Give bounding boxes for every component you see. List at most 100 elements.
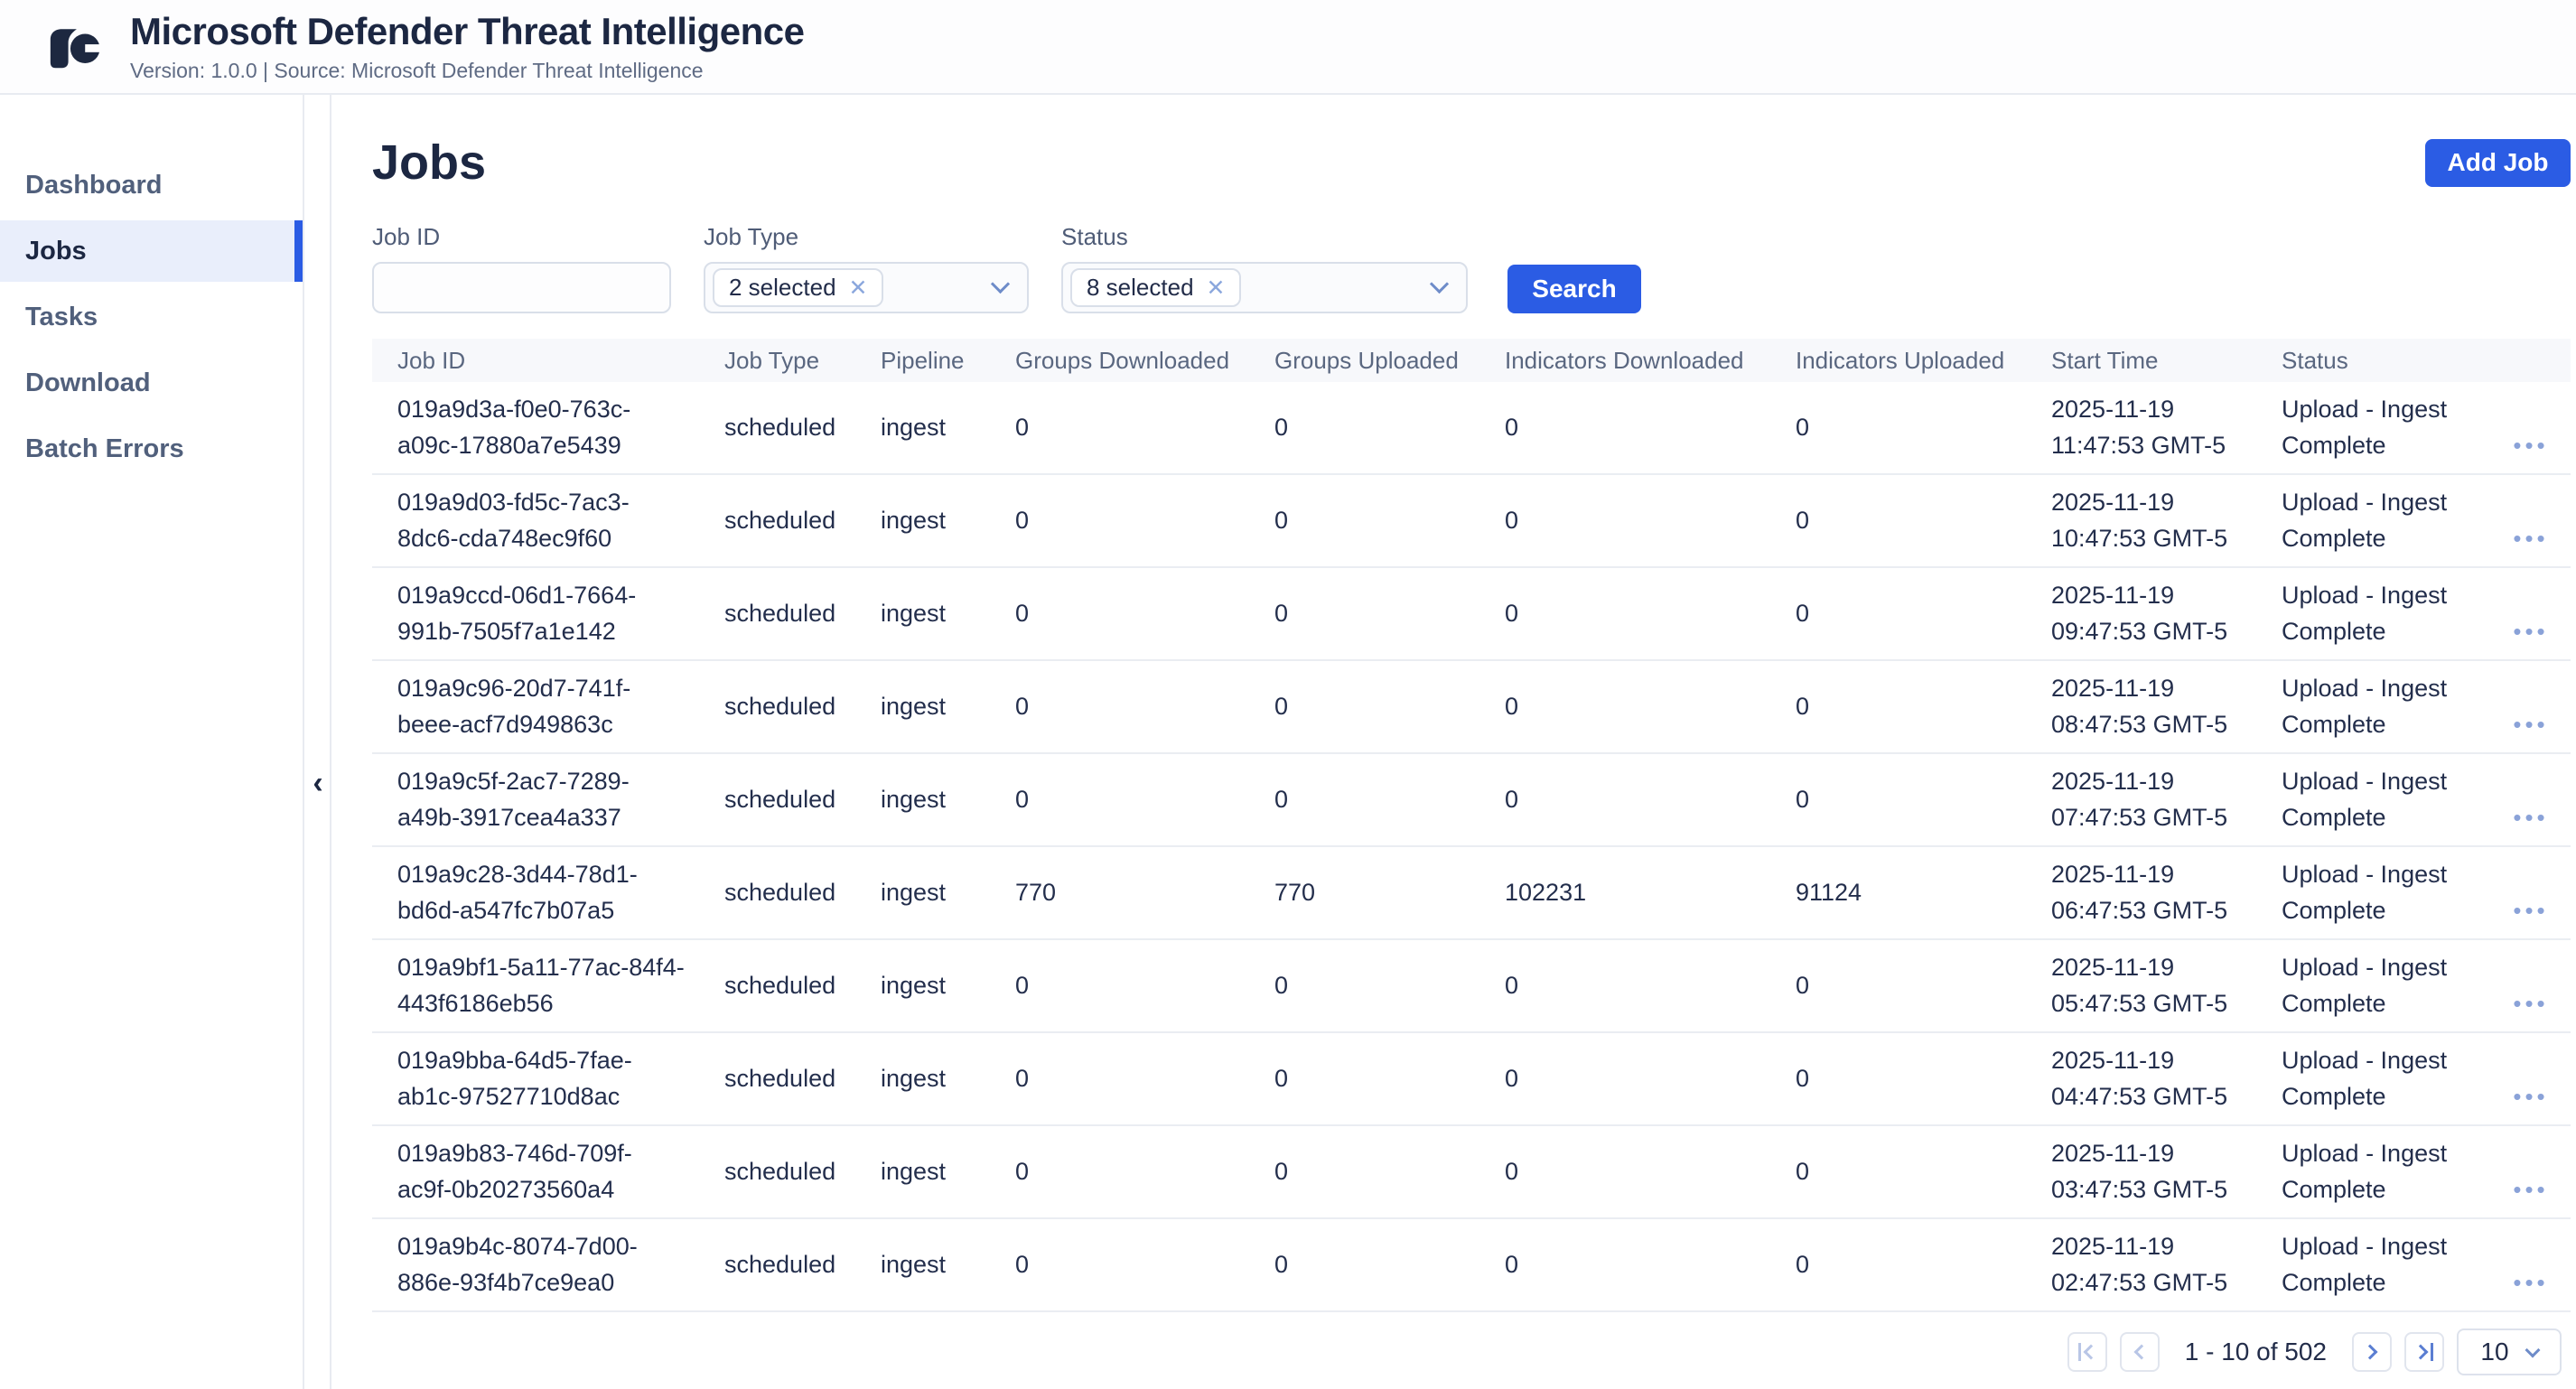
row-actions-ellipsis-icon[interactable]: ••• — [2513, 710, 2549, 738]
indicators-uploaded-cell: 0 — [1796, 1064, 1810, 1092]
pipeline-cell: ingest — [881, 599, 947, 627]
row-actions-ellipsis-icon[interactable]: ••• — [2513, 896, 2549, 924]
row-actions-ellipsis-icon[interactable]: ••• — [2513, 1082, 2549, 1110]
status-cell: Upload - Ingest Complete — [2282, 396, 2448, 459]
start-time-cell: 2025-11-19 06:47:53 GMT-5 — [2051, 861, 2228, 924]
sidebar-item-tasks[interactable]: Tasks — [0, 286, 303, 348]
add-job-button[interactable]: Add Job — [2425, 138, 2571, 187]
first-page-button[interactable] — [2067, 1332, 2107, 1372]
chevron-down-icon — [1429, 274, 1450, 294]
start-time-cell: 2025-11-19 08:47:53 GMT-5 — [2051, 675, 2228, 738]
groups-downloaded-cell: 0 — [1015, 971, 1030, 999]
indicators-uploaded-cell: 0 — [1796, 1157, 1810, 1185]
indicators-uploaded-cell: 0 — [1796, 413, 1810, 441]
col-header-groups-uploaded: Groups Uploaded — [1274, 346, 1459, 374]
status-cell: Upload - Ingest Complete — [2282, 675, 2448, 738]
start-time-cell: 2025-11-19 07:47:53 GMT-5 — [2051, 768, 2228, 831]
job-type-select[interactable]: 2 selected ✕ — [704, 262, 1029, 313]
app-header: Microsoft Defender Threat Intelligence V… — [0, 0, 2576, 95]
groups-uploaded-cell: 0 — [1274, 1157, 1289, 1185]
status-select[interactable]: 8 selected ✕ — [1061, 262, 1468, 313]
job-type-cell: scheduled — [724, 1064, 836, 1092]
indicators-uploaded-cell: 91124 — [1796, 878, 1862, 906]
col-header-pipeline: Pipeline — [881, 346, 965, 374]
job-type-cell: scheduled — [724, 692, 836, 720]
sidebar-item-download[interactable]: Download — [0, 352, 303, 414]
job-id-input[interactable] — [372, 262, 671, 313]
chevron-down-icon — [990, 274, 1011, 294]
job-id-cell: 019a9d03-fd5c-7ac3- 8dc6-cda748ec9f60 — [397, 489, 630, 552]
last-page-button[interactable] — [2404, 1332, 2444, 1372]
status-cell: Upload - Ingest Complete — [2282, 954, 2448, 1017]
job-id-cell: 019a9bf1-5a11-77ac-84f4- 443f6186eb56 — [397, 954, 685, 1017]
indicators-downloaded-cell: 0 — [1505, 1250, 1519, 1278]
job-id-cell: 019a9bba-64d5-7fae- ab1c-97527710d8ac — [397, 1047, 632, 1110]
job-type-cell: scheduled — [724, 971, 836, 999]
groups-downloaded-cell: 0 — [1015, 1250, 1030, 1278]
job-type-cell: scheduled — [724, 1157, 836, 1185]
page-size-select[interactable]: 10 — [2457, 1328, 2562, 1375]
row-actions-ellipsis-icon[interactable]: ••• — [2513, 617, 2549, 645]
groups-uploaded-cell: 0 — [1274, 506, 1289, 534]
chip-close-icon[interactable]: ✕ — [848, 275, 868, 301]
threatconnect-logo-icon — [50, 28, 103, 68]
row-actions-ellipsis-icon[interactable]: ••• — [2513, 431, 2549, 459]
row-actions-ellipsis-icon[interactable]: ••• — [2513, 1268, 2549, 1296]
table-row: 019a9bf1-5a11-77ac-84f4- 443f6186eb56 sc… — [372, 940, 2571, 1033]
job-id-cell: 019a9ccd-06d1-7664- 991b-7505f7a1e142 — [397, 582, 637, 645]
indicators-uploaded-cell: 0 — [1796, 506, 1810, 534]
start-time-cell: 2025-11-19 10:47:53 GMT-5 — [2051, 489, 2228, 552]
table-row: 019a9b4c-8074-7d00- 886e-93f4b7ce9ea0 sc… — [372, 1219, 2571, 1312]
col-header-job-id: Job ID — [397, 346, 466, 374]
sidebar-item-jobs[interactable]: Jobs — [0, 220, 303, 282]
table-row: 019a9c28-3d44-78d1- bd6d-a547fc7b07a5 sc… — [372, 847, 2571, 940]
table-row: 019a9d03-fd5c-7ac3- 8dc6-cda748ec9f60 sc… — [372, 475, 2571, 568]
pipeline-cell: ingest — [881, 1250, 947, 1278]
job-type-cell: scheduled — [724, 413, 836, 441]
chevron-left-icon — [2133, 1344, 2150, 1360]
pipeline-cell: ingest — [881, 506, 947, 534]
pagination-range: 1 - 10 of 502 — [2184, 1338, 2327, 1366]
table-header-row: Job ID Job Type Pipeline Groups Download… — [372, 339, 2571, 382]
status-cell: Upload - Ingest Complete — [2282, 1233, 2448, 1296]
status-cell: Upload - Ingest Complete — [2282, 489, 2448, 552]
groups-uploaded-cell: 770 — [1274, 878, 1316, 906]
sidebar-item-label: Tasks — [25, 302, 98, 331]
row-actions-ellipsis-icon[interactable]: ••• — [2513, 1175, 2549, 1203]
page-size-value: 10 — [2480, 1338, 2509, 1366]
pagination-bar: 1 - 10 of 502 10 — [372, 1328, 2571, 1375]
indicators-downloaded-cell: 0 — [1505, 971, 1519, 999]
indicators-uploaded-cell: 0 — [1796, 785, 1810, 813]
col-header-indicators-uploaded: Indicators Uploaded — [1796, 346, 2005, 374]
sidebar-item-label: Dashboard — [25, 170, 163, 200]
chip-close-icon[interactable]: ✕ — [1206, 275, 1226, 301]
previous-page-button[interactable] — [2119, 1332, 2160, 1372]
sidebar-collapse-icon[interactable]: ‹ — [305, 763, 331, 803]
jobs-page: Jobs Add Job Job ID Job Type 2 selected … — [331, 95, 2576, 1389]
row-actions-ellipsis-icon[interactable]: ••• — [2513, 803, 2549, 831]
start-time-cell: 2025-11-19 09:47:53 GMT-5 — [2051, 582, 2228, 645]
table-row: 019a9c96-20d7-741f- beee-acf7d949863c sc… — [372, 661, 2571, 754]
chevron-down-icon — [2525, 1342, 2541, 1358]
table-row: 019a9b83-746d-709f- ac9f-0b20273560a4 sc… — [372, 1126, 2571, 1219]
groups-downloaded-cell: 0 — [1015, 506, 1030, 534]
col-header-job-type: Job Type — [724, 346, 820, 374]
start-time-cell: 2025-11-19 05:47:53 GMT-5 — [2051, 954, 2228, 1017]
job-id-cell: 019a9d3a-f0e0-763c- a09c-17880a7e5439 — [397, 396, 631, 459]
active-indicator — [294, 220, 303, 282]
next-page-button[interactable] — [2352, 1332, 2392, 1372]
sidebar-item-batch-errors[interactable]: Batch Errors — [0, 418, 303, 480]
groups-downloaded-cell: 0 — [1015, 599, 1030, 627]
row-actions-ellipsis-icon[interactable]: ••• — [2513, 989, 2549, 1017]
start-time-cell: 2025-11-19 03:47:53 GMT-5 — [2051, 1140, 2228, 1203]
status-cell: Upload - Ingest Complete — [2282, 861, 2448, 924]
indicators-uploaded-cell: 0 — [1796, 599, 1810, 627]
col-header-groups-downloaded: Groups Downloaded — [1015, 346, 1230, 374]
row-actions-ellipsis-icon[interactable]: ••• — [2513, 524, 2549, 552]
search-button[interactable]: Search — [1507, 265, 1641, 313]
job-type-label: Job Type — [704, 223, 799, 250]
app-title: Microsoft Defender Threat Intelligence — [130, 10, 805, 52]
sidebar-item-dashboard[interactable]: Dashboard — [0, 154, 303, 216]
table-row: 019a9d3a-f0e0-763c- a09c-17880a7e5439 sc… — [372, 382, 2571, 475]
indicators-downloaded-cell: 0 — [1505, 413, 1519, 441]
